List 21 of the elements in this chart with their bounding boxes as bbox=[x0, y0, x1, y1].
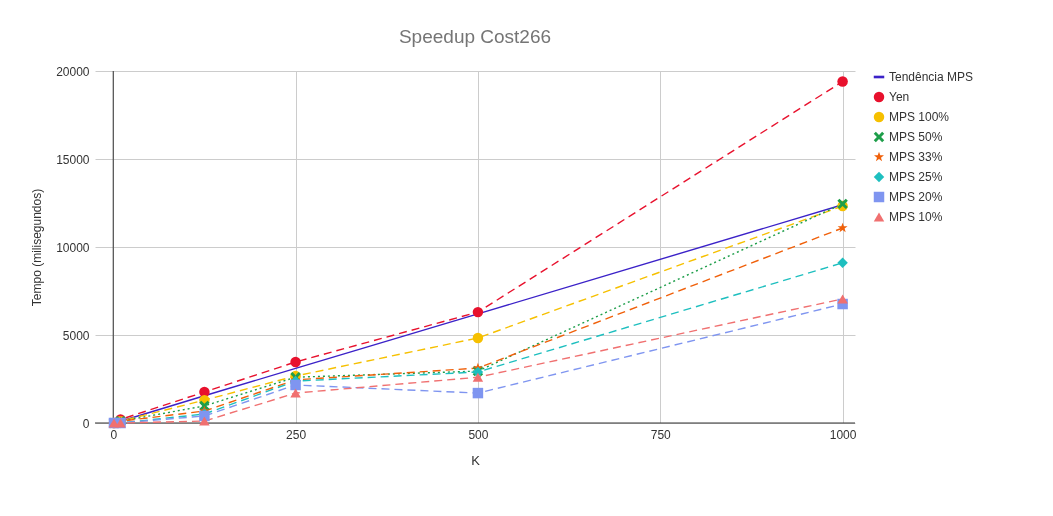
legend-label: MPS 100% bbox=[889, 110, 950, 124]
legend-label: MPS 50% bbox=[889, 130, 943, 144]
y-axis-title: Tempo (milisegundos) bbox=[30, 188, 45, 307]
legend-label: MPS 25% bbox=[889, 170, 943, 184]
y-tick-label: 15000 bbox=[56, 152, 90, 167]
legend-label: MPS 10% bbox=[889, 210, 943, 224]
x-tick-label: 250 bbox=[286, 427, 307, 442]
x-axis-title: K bbox=[471, 452, 481, 468]
y-tick-label: 0 bbox=[82, 416, 90, 431]
legend-label: MPS 33% bbox=[889, 150, 943, 164]
legend-label: Yen bbox=[889, 90, 910, 104]
x-tick-label: 500 bbox=[468, 427, 489, 442]
y-tick-label: 10000 bbox=[56, 240, 90, 255]
x-tick-label: 750 bbox=[650, 427, 672, 442]
y-tick-label: 5000 bbox=[62, 328, 90, 343]
chart-title: Speedup Cost266 bbox=[398, 26, 552, 47]
legend-label: MPS 20% bbox=[889, 190, 943, 204]
y-tick-label: 20000 bbox=[56, 64, 90, 79]
x-tick-label: 0 bbox=[110, 427, 118, 442]
legend-label: Tendência MPS bbox=[889, 70, 974, 84]
x-tick-label: 1000 bbox=[829, 427, 857, 442]
